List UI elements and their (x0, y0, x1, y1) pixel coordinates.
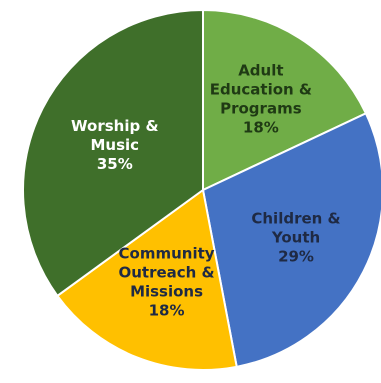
slice-category-label: Music (91, 136, 140, 154)
slice-category-label: Outreach & (118, 264, 214, 282)
slice-category-label: Community (119, 245, 215, 263)
pie-slices (22, 8, 381, 371)
pie-labels: Adult Education & Programs 18%Children & You… (71, 61, 341, 319)
slice-value-label: 18% (149, 302, 185, 320)
slice-label: Community Outreach & Missions 18% (118, 245, 214, 320)
slice-category-label: Programs (220, 99, 302, 117)
pie-slice (201, 112, 381, 368)
slice-category-label: Education & (210, 80, 312, 98)
slice-label: Children & Youth 29% (251, 209, 340, 265)
slice-category-label: Children & (251, 209, 340, 227)
slice-label: Worship & Music 35% (71, 117, 159, 173)
slice-category-label: Worship & (71, 117, 159, 135)
slice-value-label: 35% (97, 155, 133, 173)
pie-slice (202, 8, 368, 192)
slice-value-label: 29% (278, 247, 314, 265)
slice-category-label: Youth (271, 228, 320, 246)
slice-value-label: 18% (243, 118, 279, 136)
pie-slice (22, 8, 204, 298)
pie-slice (55, 188, 238, 371)
slice-label: Adult Education & Programs 18% (210, 61, 312, 136)
slice-category-label: Adult (238, 61, 283, 79)
slice-category-label: Missions (130, 283, 203, 301)
